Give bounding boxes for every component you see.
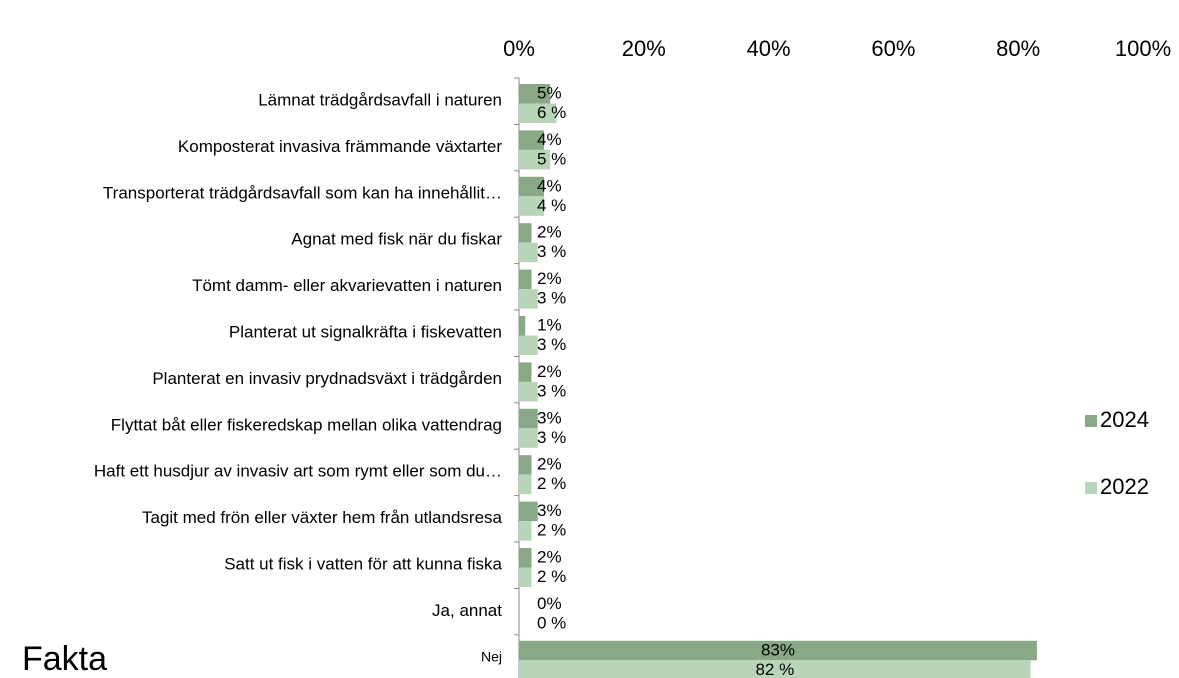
data-label: 1% [537,315,562,334]
bar [519,455,532,475]
category-label: Nej [481,649,502,665]
category-label: Satt ut fisk i vatten för att kunna fisk… [224,554,502,573]
data-label: 2 % [537,521,566,540]
bar [519,362,532,382]
category-label: Haft ett husdjur av invasiv art som rymt… [94,462,502,481]
bar [519,381,538,402]
data-label: 3 % [537,289,566,308]
bar [519,521,532,541]
data-label: 83% [761,640,795,659]
data-label: 5 % [537,149,566,168]
legend-swatch [1085,482,1097,494]
data-label: 2% [537,455,562,474]
bar [519,130,544,150]
data-label: 0 % [537,613,566,632]
bar [519,640,1037,661]
bar [519,501,538,522]
data-label: 2% [537,223,562,242]
legend-label: 2024 [1100,407,1149,432]
bar [519,84,551,104]
data-label: 2% [537,362,562,381]
category-label: Flyttat båt eller fiskeredskap mellan ol… [111,415,502,434]
data-label: 3% [537,408,562,427]
category-label: Transporterat trädgårdsavfall som kan ha… [103,183,502,202]
x-tick-label: 100% [1115,36,1171,61]
x-tick-label: 20% [622,36,666,61]
bar [519,223,532,243]
bar [519,196,544,216]
data-label: 3 % [537,428,566,447]
data-label: 6 % [537,103,566,122]
data-label: 2 % [537,474,566,493]
bar [519,660,1031,678]
data-label: 3 % [537,335,566,354]
category-label: Tömt damm- eller akvarievatten i naturen [192,276,502,295]
bar [519,548,532,568]
bar [519,474,532,495]
category-label: Planterat ut signalkräfta i fiskevatten [229,322,502,341]
data-label: 5% [537,83,562,102]
bar [519,428,538,448]
data-label: 4% [537,130,562,149]
data-label: 3% [537,501,562,520]
category-label: Komposterat invasiva främmande växtarter [178,137,502,156]
bar [519,242,538,263]
bar [519,567,532,587]
x-tick-label: 0% [503,36,535,61]
bar [519,269,532,290]
bar [519,289,538,309]
data-label: 2 % [537,567,566,586]
x-tick-label: 60% [871,36,915,61]
legend-label: 2022 [1100,474,1149,499]
bar [519,316,526,336]
data-label: 4% [537,176,562,195]
subtitle: Fakta [22,640,107,678]
category-label: Agnat med fisk när du fiskar [291,230,502,249]
category-label: Ja, annat [432,601,502,620]
x-tick-label: 40% [747,36,791,61]
data-label: 0% [537,594,562,613]
category-label: Tagit med frön eller växter hem från utl… [142,508,503,527]
data-label: 2% [537,269,562,288]
bar [519,176,544,197]
bar [519,103,557,123]
bar [519,149,551,170]
bar [519,335,538,355]
data-label: 82 % [755,660,794,678]
data-label: 3 % [537,242,566,261]
x-tick-label: 80% [996,36,1040,61]
legend-swatch [1085,415,1097,427]
category-label: Lämnat trädgårdsavfall i naturen [258,90,502,109]
data-label: 2% [537,547,562,566]
category-label: Planterat en invasiv prydnadsväxt i träd… [152,369,502,388]
data-label: 3 % [537,381,566,400]
data-label: 4 % [537,196,566,215]
bar [519,408,538,429]
